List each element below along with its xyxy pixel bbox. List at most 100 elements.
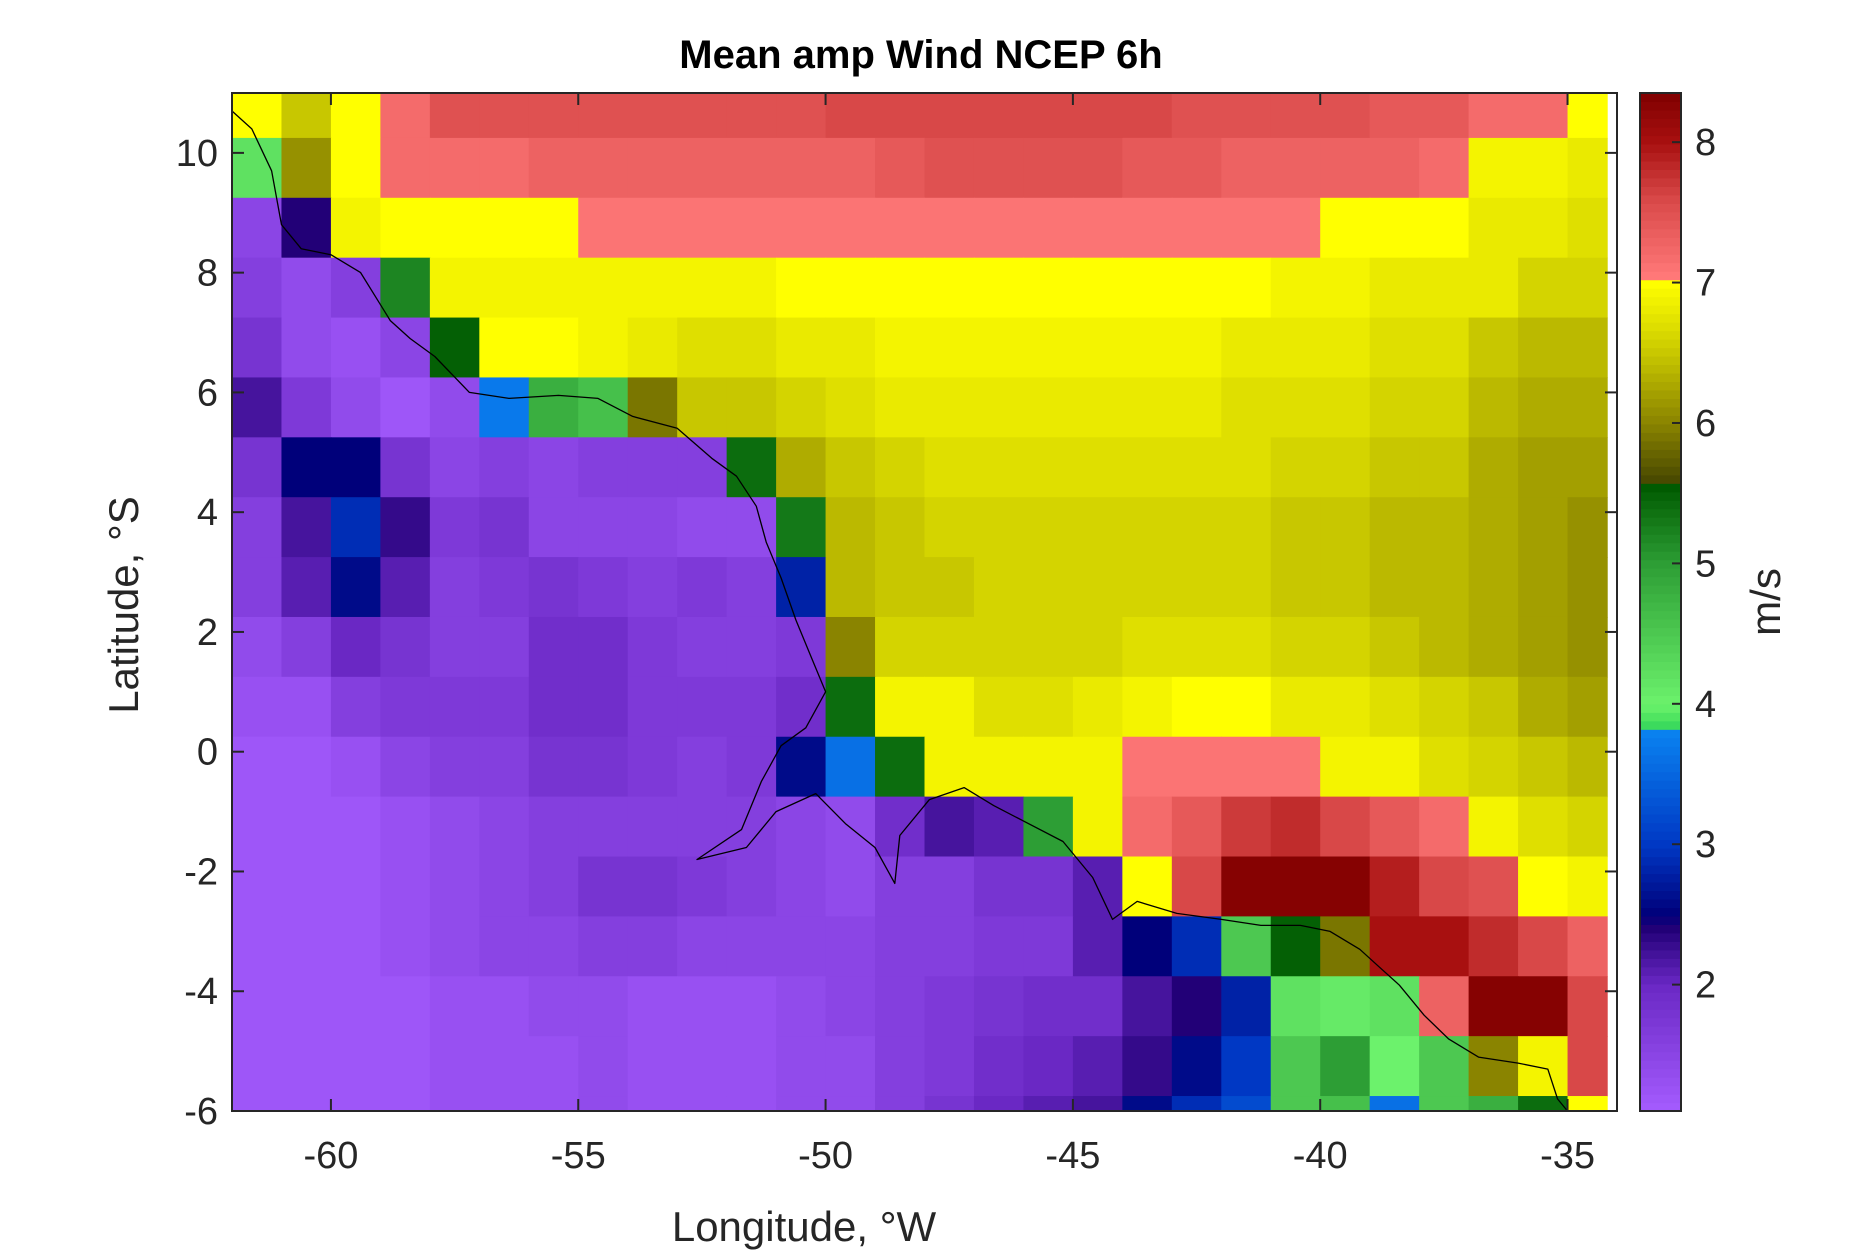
heatmap-cell [1320, 616, 1371, 678]
heatmap-cell [776, 557, 827, 618]
colorbar-tick-label: 5 [1695, 543, 1716, 585]
heatmap-cell [1369, 197, 1420, 259]
heatmap-cell [726, 736, 777, 798]
colorbar-segment [1640, 406, 1681, 416]
heatmap-cell [1023, 93, 1074, 139]
heatmap-cell [924, 137, 975, 199]
heatmap-cell [528, 1096, 579, 1112]
heatmap-cell [479, 197, 530, 259]
heatmap-cell [281, 557, 332, 618]
heatmap-cell [924, 437, 975, 498]
colorbar-segment [1640, 797, 1681, 807]
colorbar-segment [1640, 517, 1681, 527]
heatmap-cell [776, 856, 827, 917]
heatmap-cell [1072, 557, 1123, 618]
colorbar-segment [1640, 992, 1681, 1002]
heatmap-cell [726, 317, 777, 379]
colorbar-segment [1640, 576, 1681, 586]
heatmap-cell [677, 317, 728, 379]
heatmap-cell [1072, 257, 1123, 319]
heatmap-cell [627, 497, 678, 558]
heatmap-cell [528, 557, 579, 618]
heatmap-cell [1468, 976, 1519, 1037]
heatmap-cell [1221, 616, 1272, 678]
colorbar-segment [1640, 949, 1681, 959]
heatmap-cell [330, 1096, 381, 1112]
heatmap-cell [1122, 1036, 1173, 1097]
heatmap-cell [281, 93, 332, 139]
heatmap-cell [1122, 676, 1173, 738]
heatmap-cell [1171, 93, 1222, 139]
colorbar-segment [1640, 101, 1681, 111]
heatmap-cell [1023, 437, 1074, 498]
heatmap-cell [528, 856, 579, 917]
heatmap-cell [1221, 856, 1272, 917]
y-axis-label: Latitude, °S [100, 496, 147, 714]
heatmap-cell [973, 976, 1025, 1037]
colorbar-segment [1640, 602, 1681, 612]
heatmap-cell [726, 377, 777, 438]
heatmap-cell [1171, 377, 1222, 438]
heatmap-cell [1468, 1036, 1519, 1097]
heatmap-cell [973, 137, 1025, 199]
heatmap-cell [479, 257, 530, 319]
colorbar-segment [1640, 194, 1681, 204]
heatmap-cell [973, 676, 1025, 738]
heatmap-cell [776, 377, 827, 438]
colorbar-segment [1640, 1102, 1681, 1112]
heatmap-cell [1320, 736, 1371, 798]
heatmap-cell [627, 676, 678, 738]
heatmap-cell [429, 916, 480, 977]
heatmap-cell [627, 257, 678, 319]
heatmap-cell [1369, 317, 1420, 379]
heatmap-cell [1023, 736, 1074, 798]
heatmap-cell [1023, 796, 1074, 858]
heatmap-cell [1567, 916, 1608, 977]
heatmap-cell [1468, 736, 1519, 798]
heatmap-cell [528, 497, 579, 558]
heatmap-cell [528, 257, 579, 319]
heatmap-cell [1221, 137, 1272, 199]
heatmap-cell [281, 257, 332, 319]
heatmap-cell [528, 676, 579, 738]
heatmap-cell [281, 796, 332, 858]
heatmap-cell [776, 497, 827, 558]
y-tick-label: 8 [197, 253, 218, 295]
colorbar-segment [1640, 245, 1681, 255]
heatmap-cell [1072, 137, 1123, 199]
colorbar-segment [1640, 339, 1681, 349]
heatmap-cell [330, 736, 381, 798]
heatmap-cell [281, 1096, 332, 1112]
colorbar-tick-label: 4 [1695, 684, 1716, 726]
colorbar-segment [1640, 805, 1681, 815]
heatmap-cell [1320, 1096, 1371, 1112]
heatmap-cell [973, 1096, 1025, 1112]
heatmap-cell [1320, 437, 1371, 498]
heatmap-cell [776, 976, 827, 1037]
heatmap-cell [380, 197, 431, 259]
heatmap-cell [1419, 257, 1470, 319]
colorbar-segment [1640, 661, 1681, 671]
heatmap-cell [973, 437, 1025, 498]
heatmap-cell [776, 616, 827, 678]
heatmap-cell [677, 676, 728, 738]
heatmap-cell [924, 736, 975, 798]
colorbar-segment [1640, 466, 1681, 476]
colorbar-tick-label: 2 [1695, 965, 1716, 1007]
heatmap-cell [1023, 976, 1074, 1037]
heatmap-cell [825, 497, 876, 558]
heatmap-cell [627, 616, 678, 678]
y-tick-label: -6 [184, 1091, 218, 1133]
heatmap-cell [1221, 377, 1272, 438]
heatmap-cell [924, 497, 975, 558]
colorbar-segment [1640, 771, 1681, 781]
colorbar-segment [1640, 330, 1681, 340]
heatmap-cell [1270, 916, 1321, 977]
heatmap-cell [627, 377, 678, 438]
heatmap-cell [380, 1096, 431, 1112]
heatmap-cell [281, 197, 332, 259]
heatmap-cell [429, 616, 480, 678]
heatmap-cell [1221, 796, 1272, 858]
heatmap-cell [281, 616, 332, 678]
heatmap-cell [479, 676, 530, 738]
